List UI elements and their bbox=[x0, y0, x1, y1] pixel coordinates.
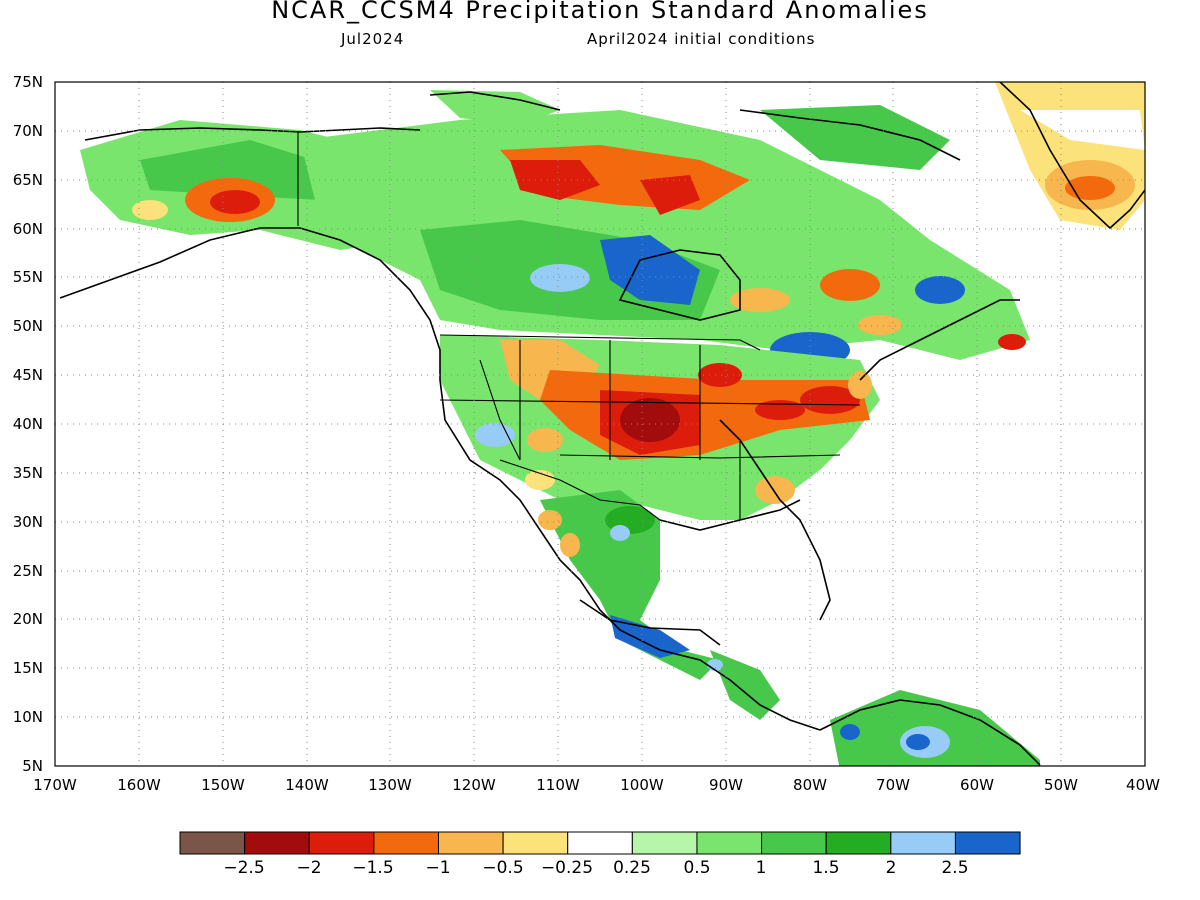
lon-label: 150W bbox=[201, 776, 245, 794]
lat-label: 35N bbox=[13, 464, 43, 482]
colorbar-swatch bbox=[502, 831, 569, 855]
colorbar: −2.5 −2 −1.5 −1 −0.5 −0.25 0.25 0.5 1 1.… bbox=[179, 831, 1021, 878]
lat-label: 65N bbox=[13, 171, 43, 189]
colorbar-label: 1 bbox=[756, 858, 767, 878]
political-borders bbox=[297, 132, 861, 521]
colorbar-swatch bbox=[890, 831, 956, 855]
lon-label: 40W bbox=[1126, 776, 1160, 794]
colorbar-label: 2.5 bbox=[941, 858, 968, 878]
colorbar-swatches bbox=[179, 831, 1021, 855]
lon-label: 160W bbox=[117, 776, 161, 794]
lat-label: 50N bbox=[13, 317, 43, 335]
lat-label: 25N bbox=[13, 562, 43, 580]
colorbar-swatch bbox=[696, 831, 763, 855]
forecast-month: Jul2024 bbox=[341, 30, 405, 48]
lat-label: 55N bbox=[13, 268, 43, 286]
lon-axis: 170W 160W 150W 140W 130W 120W 110W 100W … bbox=[33, 776, 1160, 794]
lon-label: 100W bbox=[620, 776, 664, 794]
lon-label: 110W bbox=[536, 776, 580, 794]
colorbar-swatch bbox=[244, 831, 310, 855]
lat-label: 40N bbox=[13, 415, 43, 433]
lat-label: 20N bbox=[13, 610, 43, 628]
colorbar-label: −1.5 bbox=[352, 858, 393, 878]
anomaly-field bbox=[80, 82, 1145, 766]
map-panel bbox=[55, 82, 1145, 766]
map-title: NCAR_CCSM4 Precipitation Standard Anomal… bbox=[271, 0, 929, 24]
colorbar-swatch bbox=[437, 831, 504, 855]
lon-label: 50W bbox=[1044, 776, 1078, 794]
colorbar-swatch bbox=[373, 831, 439, 855]
colorbar-swatch bbox=[179, 831, 246, 855]
lon-label: 60W bbox=[960, 776, 994, 794]
lat-label: 10N bbox=[13, 708, 43, 726]
colorbar-labels: −2.5 −2 −1.5 −1 −0.5 −0.25 0.25 0.5 1 1.… bbox=[223, 858, 968, 878]
colorbar-swatch bbox=[761, 831, 827, 855]
lat-label: 70N bbox=[13, 122, 43, 140]
colorbar-swatch bbox=[567, 831, 633, 855]
lat-label: 5N bbox=[22, 757, 43, 775]
colorbar-swatch bbox=[308, 831, 375, 855]
lat-label: 30N bbox=[13, 513, 43, 531]
colorbar-label: −1 bbox=[425, 858, 450, 878]
lon-label: 170W bbox=[33, 776, 77, 794]
lon-label: 80W bbox=[793, 776, 827, 794]
lat-label: 75N bbox=[13, 73, 43, 91]
lon-label: 70W bbox=[876, 776, 910, 794]
colorbar-label: 0.25 bbox=[613, 858, 651, 878]
colorbar-swatch bbox=[954, 831, 1021, 855]
colorbar-label: 1.5 bbox=[812, 858, 839, 878]
lon-label: 120W bbox=[452, 776, 496, 794]
map-frame bbox=[54, 81, 1146, 767]
initial-conditions: April2024 initial conditions bbox=[587, 30, 816, 48]
lat-label: 15N bbox=[13, 659, 43, 677]
lon-label: 90W bbox=[709, 776, 743, 794]
colorbar-label: −2 bbox=[296, 858, 321, 878]
colorbar-swatch bbox=[631, 831, 698, 855]
lat-label: 45N bbox=[13, 366, 43, 384]
colorbar-swatch bbox=[825, 831, 892, 855]
colorbar-label: −0.25 bbox=[541, 858, 593, 878]
coastlines bbox=[59, 82, 1145, 766]
lat-axis: 75N 70N 65N 60N 55N 50N 45N 40N 35N 30N … bbox=[13, 73, 43, 775]
colorbar-label: −2.5 bbox=[223, 858, 264, 878]
colorbar-label: 0.5 bbox=[683, 858, 710, 878]
colorbar-label: −0.5 bbox=[482, 858, 523, 878]
colorbar-label: 2 bbox=[886, 858, 897, 878]
lon-label: 130W bbox=[368, 776, 412, 794]
lat-label: 60N bbox=[13, 220, 43, 238]
lon-label: 140W bbox=[285, 776, 329, 794]
